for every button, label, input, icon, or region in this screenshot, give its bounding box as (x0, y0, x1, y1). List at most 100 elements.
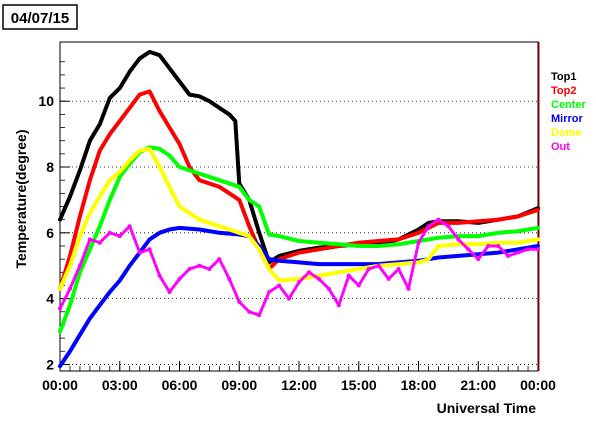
series-point-top2 (516, 215, 520, 218)
series-point-out (157, 273, 162, 278)
series-point-top1 (277, 254, 281, 258)
series-point-top2 (138, 93, 141, 96)
series-point-mirror (477, 253, 480, 256)
y-tick-label-4: 10 (38, 93, 54, 109)
series-point-out (396, 267, 401, 272)
series-point-out (197, 263, 202, 268)
series-point-dome (158, 165, 161, 169)
series-point-center (267, 233, 271, 236)
series-point-top1 (208, 100, 211, 103)
series-point-out (207, 267, 212, 272)
series-point-dome (128, 159, 131, 162)
legend-entry-center: Center (551, 99, 587, 111)
series-point-center (168, 154, 171, 157)
series-point-top2 (297, 251, 301, 254)
y-tick-label-2: 6 (46, 225, 54, 241)
series-group (58, 49, 540, 369)
series-point-out (187, 267, 192, 272)
series-point-top1 (108, 96, 111, 100)
series-point-top1 (128, 70, 131, 73)
series-line-top1 (58, 49, 540, 265)
series-point-top2 (168, 126, 171, 129)
series-point-top2 (437, 221, 440, 225)
series-point-dome (397, 262, 400, 266)
x-tick-label-1: 03:00 (102, 377, 138, 393)
series-point-top2 (397, 238, 400, 241)
series-point-top2 (78, 215, 82, 218)
series-point-dome (78, 234, 82, 238)
y-tick-label-0: 2 (46, 356, 54, 372)
x-tick-label-4: 12:00 (281, 377, 317, 393)
series-point-dome (477, 243, 480, 246)
series-point-dome (248, 234, 251, 238)
series-point-out (326, 286, 331, 291)
series-point-top1 (188, 93, 191, 96)
series-point-out (257, 313, 262, 318)
y-axis-label: Temperature(degree) (13, 129, 29, 268)
series-point-top2 (218, 185, 221, 188)
series-point-out (406, 286, 411, 291)
series-point-out (97, 240, 102, 245)
series-point-out (456, 237, 461, 242)
x-axis: 00:00 03:00 06:00 09:00 12:00 15:00 18:00 21:00… (42, 361, 556, 393)
series-point-top1 (68, 195, 72, 198)
y-axis: 2 4 6 8 10 (38, 61, 70, 372)
series-point-out (127, 224, 132, 229)
series-point-top1 (88, 139, 92, 142)
series-point-top2 (88, 178, 92, 182)
series-point-dome (68, 264, 72, 267)
series-point-top2 (536, 208, 540, 211)
series-point-out (227, 276, 232, 281)
series-point-top1 (417, 228, 420, 231)
series-point-center (218, 178, 221, 182)
series-point-mirror (198, 228, 201, 231)
series-point-mirror (68, 350, 72, 353)
series-point-top2 (158, 109, 161, 113)
series-point-dome (337, 271, 341, 274)
series-point-out (436, 217, 441, 222)
series-point-top2 (118, 119, 121, 123)
x-axis-label: Universal Time (437, 400, 537, 416)
x-tick-label-5: 15:00 (341, 377, 377, 393)
series-point-dome (257, 248, 261, 251)
series-point-top2 (128, 106, 131, 110)
series-point-top1 (178, 80, 181, 83)
series-point-out (167, 290, 172, 295)
series-point-center (108, 198, 111, 202)
series-point-top1 (148, 50, 151, 54)
series-point-out (366, 267, 371, 272)
series-point-out (247, 309, 252, 314)
series-point-dome (98, 195, 102, 198)
series-point-center (397, 243, 400, 246)
series-point-mirror (496, 251, 500, 254)
series-point-dome (108, 178, 111, 182)
series-point-top1 (238, 182, 241, 185)
series-point-mirror (178, 226, 181, 230)
series-point-mirror (337, 262, 341, 266)
series-point-out (516, 250, 521, 255)
series-point-center (536, 226, 540, 230)
series-point-top2 (238, 198, 241, 202)
series-point-center (78, 271, 82, 274)
series-point-top2 (417, 231, 420, 235)
series-point-mirror (118, 279, 121, 282)
series-point-center (277, 234, 281, 238)
series-point-dome (238, 231, 241, 235)
y-tick-label-1: 4 (46, 291, 54, 307)
series-point-out (346, 273, 351, 278)
series-point-mirror (88, 317, 92, 320)
series-point-out (416, 240, 421, 245)
series-point-dome (168, 185, 171, 188)
series-point-dome (198, 218, 201, 221)
series-point-mirror (158, 231, 161, 235)
series-point-mirror (297, 261, 301, 264)
series-point-dome (437, 244, 440, 248)
series-point-top2 (188, 165, 191, 169)
series-point-top2 (98, 149, 102, 152)
x-tick-label-0: 00:00 (42, 377, 78, 393)
series-point-center (257, 205, 261, 208)
series-point-top2 (228, 192, 231, 195)
series-point-top2 (457, 221, 460, 225)
series-point-center (297, 239, 301, 243)
